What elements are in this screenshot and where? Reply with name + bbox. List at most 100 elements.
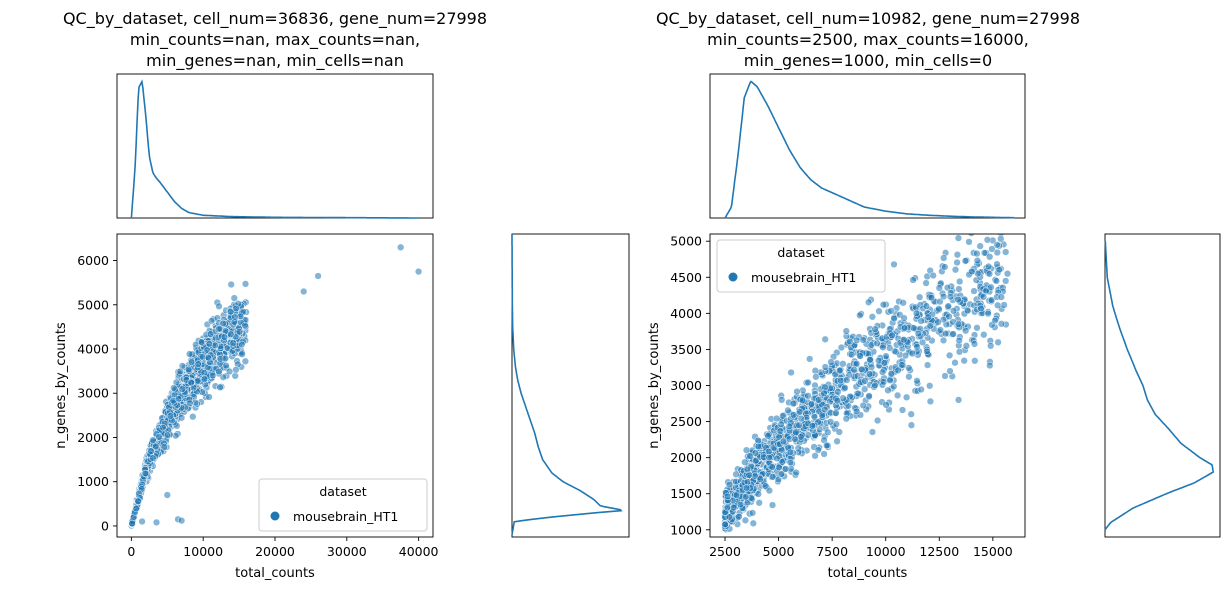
scatter-point [231, 372, 239, 380]
scatter-point [776, 427, 784, 435]
scatter-point [742, 446, 751, 454]
legend-title: dataset [777, 245, 824, 260]
scatter-point [901, 351, 910, 360]
scatter-point [965, 238, 973, 246]
scatter-point [765, 453, 773, 462]
scatter-point [160, 443, 168, 451]
scatter-point [946, 367, 954, 375]
scatter-point [742, 484, 751, 492]
scatter-point [954, 295, 962, 304]
x-tick-label: 30000 [327, 544, 367, 559]
scatter-point [769, 473, 777, 481]
chart-title-line: min_counts=2500, max_counts=16000, [707, 30, 1029, 50]
y-tick-label: 5000 [670, 234, 702, 249]
scatter-point [905, 373, 913, 381]
scatter-point [177, 414, 186, 422]
scatter-point [209, 371, 217, 380]
right-marginal-density-line [1104, 241, 1215, 531]
scatter-point [912, 309, 921, 317]
scatter-point [198, 353, 206, 361]
scatter-point [854, 389, 862, 398]
scatter-point [172, 432, 180, 440]
scatter-point [128, 519, 136, 528]
scatter-point [954, 320, 963, 328]
x-axis-label: total_counts [235, 566, 315, 581]
scatter-point [946, 220, 953, 227]
scatter-point [241, 321, 249, 330]
scatter-point [754, 490, 762, 498]
scatter-point [968, 267, 976, 276]
scatter-point [795, 421, 803, 429]
scatter-points [127, 243, 423, 530]
scatter-point [804, 392, 812, 400]
scatter-point [955, 336, 963, 345]
scatter-point [843, 376, 851, 384]
scatter-point [993, 248, 1001, 257]
scatter-point [777, 420, 785, 428]
top-marginal-frame [116, 73, 434, 219]
scatter-point [979, 293, 988, 301]
scatter-point [962, 327, 970, 335]
scatter-point [773, 414, 781, 423]
x-axis-label: total_counts [828, 566, 908, 581]
scatter-point [850, 366, 858, 374]
scatter-point [878, 368, 887, 376]
x-tick-label: 7500 [816, 544, 848, 559]
scatter-point [231, 313, 239, 321]
scatter-point [820, 389, 828, 397]
scatter-point [970, 287, 978, 295]
scatter-point [934, 318, 942, 326]
scatter-point [789, 399, 797, 408]
scatter-point [194, 360, 202, 368]
scatter-point [964, 306, 972, 315]
scatter-point [748, 509, 757, 517]
scatter-point [936, 297, 944, 306]
scatter-point [1000, 301, 1008, 309]
scatter-point [890, 260, 898, 269]
scatter-point [178, 385, 186, 393]
panel-2: QC_by_dataset, cell_num=10982, gene_num=… [647, 9, 1221, 581]
scatter-point [893, 391, 902, 400]
scatter-point [922, 279, 930, 287]
scatter-point [926, 382, 934, 390]
scatter-point [970, 340, 979, 348]
scatter-point [225, 367, 234, 376]
scatter-point [823, 441, 831, 450]
scatter-point [960, 357, 968, 365]
scatter-point [871, 381, 879, 390]
scatter-point [890, 382, 898, 391]
scatter-point [935, 305, 943, 313]
scatter-point [764, 432, 772, 440]
scatter-point [155, 433, 163, 441]
right-marginal-frame [1104, 233, 1221, 538]
scatter-point [984, 309, 992, 318]
scatter-point [887, 370, 895, 378]
y-axis-label: n_genes_by_counts [647, 322, 662, 449]
scatter-point [909, 276, 917, 284]
scatter-point [871, 325, 879, 333]
scatter-point [949, 330, 957, 338]
scatter-point [902, 393, 911, 401]
scatter-point [865, 392, 873, 400]
y-tick-label: 3500 [670, 342, 702, 357]
scatter-point [797, 415, 805, 423]
scatter-point [879, 343, 887, 352]
scatter-point [867, 363, 876, 371]
legend-box [258, 478, 428, 532]
scatter-point [955, 348, 964, 356]
y-tick-label: 4000 [670, 306, 702, 321]
scatter-point [232, 366, 240, 374]
right-marginal-frame [511, 233, 630, 538]
scatter-point [227, 308, 235, 316]
scatter-point [868, 313, 877, 321]
scatter-point [973, 256, 982, 265]
scatter-point [985, 219, 992, 226]
scatter-point [899, 299, 907, 307]
scatter-point [185, 365, 193, 374]
scatter-point [907, 410, 915, 418]
scatter-point [793, 387, 801, 396]
scatter-point [786, 458, 795, 467]
scatter-point [815, 396, 823, 404]
scatter-point [725, 513, 733, 521]
